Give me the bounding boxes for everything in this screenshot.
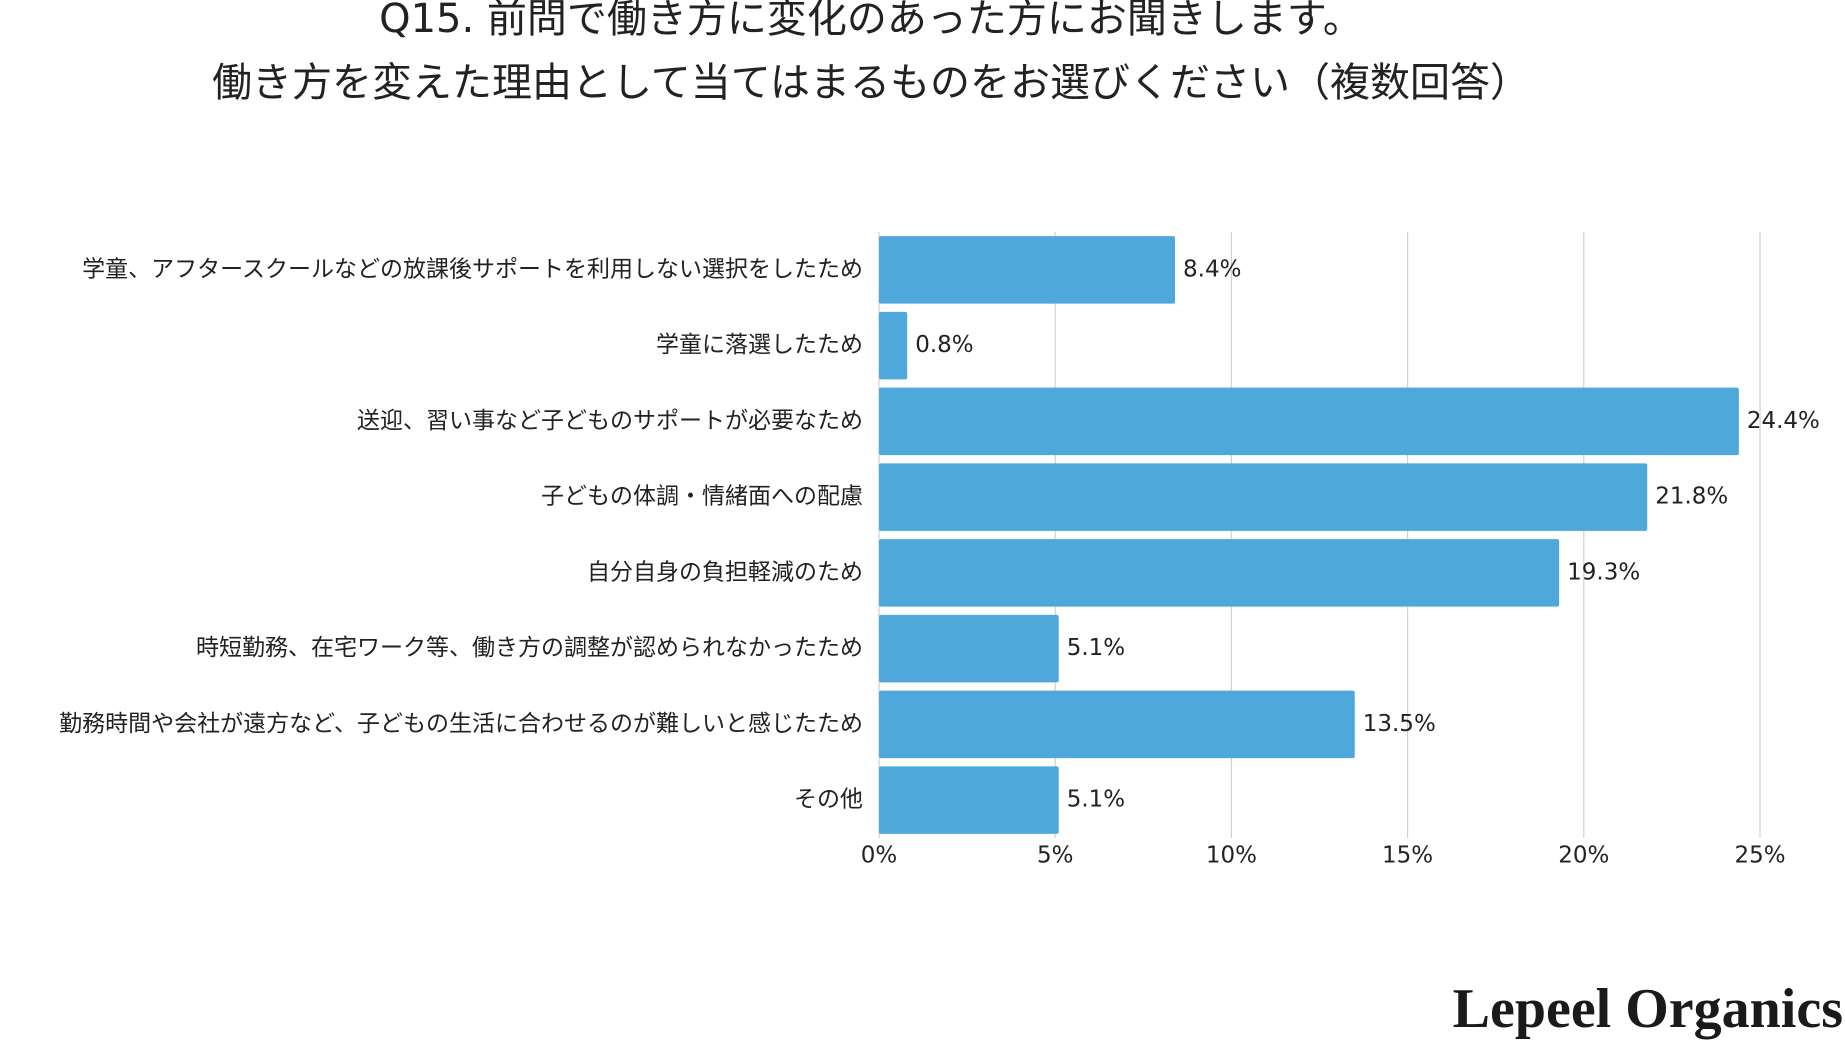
- y-tick-label: 時短勤務、在宅ワーク等、働き方の調整が認められなかったため: [196, 635, 863, 661]
- bar: [879, 614, 1059, 683]
- y-tick-label: 学童、アフタースクールなどの放課後サポートを利用しない選択をしたため: [82, 256, 863, 282]
- value-label: 13.5%: [1363, 711, 1436, 737]
- bar: [879, 311, 908, 380]
- value-label: 21.8%: [1655, 484, 1728, 510]
- x-tick-label: 20%: [1558, 843, 1609, 869]
- x-tick-label: 5%: [1037, 843, 1074, 869]
- value-label: 5.1%: [1067, 787, 1125, 813]
- y-tick-label: その他: [794, 787, 863, 813]
- y-tick-label: 送迎、習い事など子どものサポートが必要なため: [357, 408, 863, 434]
- bar: [879, 690, 1355, 759]
- bar: [879, 387, 1739, 456]
- y-tick-label: 自分自身の負担軽減のため: [587, 559, 863, 585]
- watermark: Lepeel Organics: [1453, 978, 1843, 1040]
- x-tick-label: 25%: [1734, 843, 1785, 869]
- value-label: 19.3%: [1567, 559, 1640, 585]
- value-label: 0.8%: [915, 332, 973, 358]
- x-tick-label: 10%: [1206, 843, 1257, 869]
- bar: [879, 539, 1560, 607]
- x-tick-label: 0%: [861, 843, 898, 869]
- value-label: 5.1%: [1067, 635, 1125, 661]
- value-label: 24.4%: [1747, 408, 1820, 434]
- y-tick-label: 子どもの体調・情緒面への配慮: [541, 484, 863, 510]
- bar: [879, 463, 1648, 531]
- chart-title: Q15. 前問で働き方に変化のあった方にお聞きします。: [379, 0, 1363, 42]
- y-tick-label: 学童に落選したため: [656, 332, 863, 358]
- value-label: 8.4%: [1183, 256, 1241, 282]
- bar: [879, 766, 1059, 834]
- y-tick-label: 勤務時間や会社が遠方など、子どもの生活に合わせるのが難しいと感じたため: [59, 711, 863, 737]
- bar: [879, 236, 1176, 304]
- x-tick-label: 15%: [1382, 843, 1433, 869]
- chart-title: 働き方を変えた理由として当てはまるものをお選びください（複数回答）: [212, 60, 1530, 106]
